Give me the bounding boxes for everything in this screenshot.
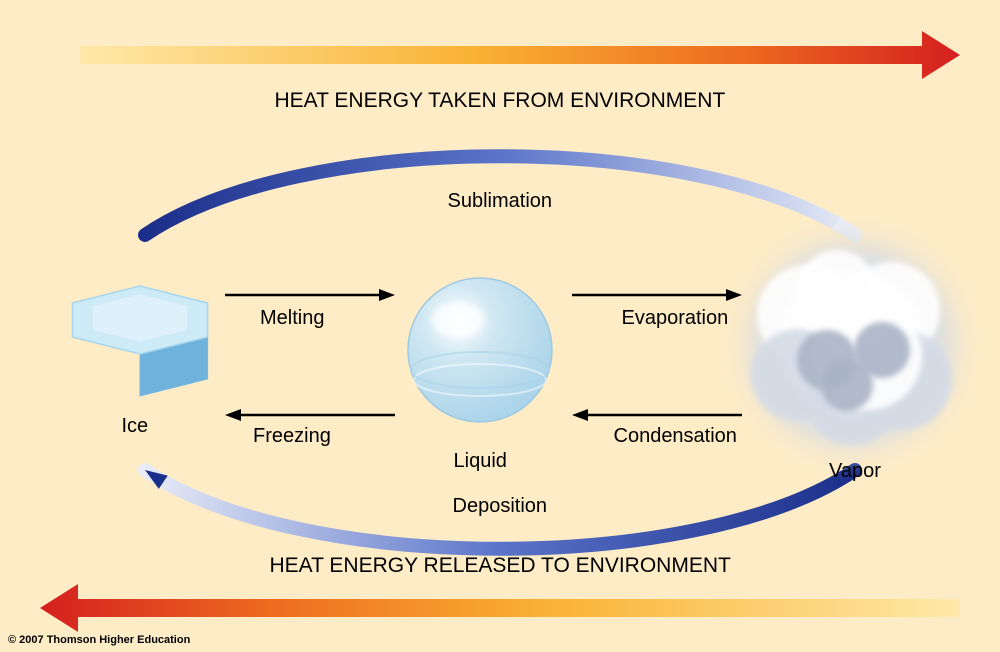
heat-out-caption: HEAT ENERGY RELEASED TO ENVIRONMENT [270,554,731,578]
heat-in-arrow [80,31,960,79]
liquid-illustration [408,278,552,422]
ice-illustration [72,286,207,396]
vapor-state-label: Vapor [829,460,881,483]
vapor-illustration [737,230,967,460]
phase-change-diagram: HEAT ENERGY TAKEN FROM ENVIRONMENT HEAT … [0,0,1000,652]
sublimation-label: Sublimation [448,190,553,213]
heat-out-arrow [40,584,960,632]
freezing-label: Freezing [253,425,331,448]
deposition-label: Deposition [453,495,548,518]
ice-state-label: Ice [122,415,149,438]
liquid-state-label: Liquid [454,450,507,473]
condensation-label: Condensation [614,425,737,448]
heat-in-caption: HEAT ENERGY TAKEN FROM ENVIRONMENT [275,89,726,113]
evaporation-label: Evaporation [622,307,729,330]
copyright-text: © 2007 Thomson Higher Education [8,634,190,646]
melting-label: Melting [260,307,324,330]
